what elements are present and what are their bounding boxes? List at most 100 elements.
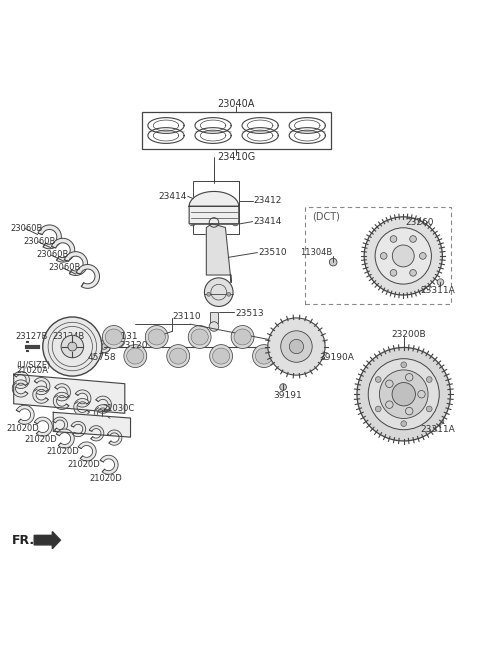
Ellipse shape [127,348,144,364]
Circle shape [98,340,110,353]
Text: 45758: 45758 [87,353,116,362]
Polygon shape [53,412,131,437]
Circle shape [401,362,407,368]
Polygon shape [100,455,118,474]
Circle shape [43,317,102,376]
Text: 23260: 23260 [406,218,434,227]
Bar [210,312,218,323]
Circle shape [357,347,450,441]
Circle shape [227,293,231,296]
Polygon shape [38,225,61,249]
Polygon shape [64,251,87,276]
Text: 23040A: 23040A [218,99,255,109]
Circle shape [68,342,77,351]
Circle shape [289,340,304,354]
Circle shape [368,358,439,430]
Text: 21030C: 21030C [102,404,134,413]
Polygon shape [76,264,99,289]
Ellipse shape [231,326,254,349]
Circle shape [102,343,109,351]
Ellipse shape [124,345,147,368]
Polygon shape [16,405,34,424]
Polygon shape [206,224,231,283]
Polygon shape [14,372,29,389]
Circle shape [390,270,397,276]
Text: 23060B: 23060B [11,224,43,232]
Text: 23120: 23120 [119,341,147,349]
Polygon shape [12,380,28,397]
Text: 11304B: 11304B [300,248,332,257]
Circle shape [280,384,287,390]
Circle shape [426,377,432,383]
Ellipse shape [213,348,230,364]
Text: 23060B: 23060B [48,263,81,272]
Circle shape [392,245,414,267]
Polygon shape [75,390,91,407]
Text: 39190A: 39190A [319,353,354,362]
Circle shape [437,279,444,285]
Polygon shape [55,384,71,401]
Polygon shape [71,421,86,437]
Text: 21020D: 21020D [6,424,39,432]
Circle shape [268,318,325,375]
Circle shape [101,343,107,349]
Polygon shape [56,429,74,448]
Polygon shape [33,386,48,404]
Text: 23060B: 23060B [36,251,69,259]
Circle shape [437,417,444,424]
Polygon shape [34,377,50,394]
Text: 23513: 23513 [235,309,264,317]
Polygon shape [78,442,96,461]
Ellipse shape [102,326,125,349]
Text: 23414: 23414 [158,192,187,201]
Circle shape [209,322,219,331]
Ellipse shape [255,348,273,364]
Polygon shape [189,191,239,224]
Polygon shape [53,392,69,409]
Text: 23412: 23412 [253,196,282,205]
Circle shape [204,278,233,306]
Text: 23311A: 23311A [420,286,456,295]
Ellipse shape [145,326,168,349]
Circle shape [401,421,407,426]
Text: 21020D: 21020D [68,460,101,470]
Circle shape [410,270,416,276]
Circle shape [207,293,211,296]
Text: 21020A: 21020A [16,366,48,375]
Circle shape [61,335,84,358]
Circle shape [364,217,443,295]
Ellipse shape [191,329,208,345]
Text: 23410G: 23410G [217,152,255,162]
Circle shape [380,370,428,419]
Text: 23124B: 23124B [52,332,84,340]
Ellipse shape [274,326,297,349]
Ellipse shape [148,329,165,345]
Ellipse shape [210,345,233,368]
Text: 23311A: 23311A [420,425,456,434]
Text: 21020D: 21020D [90,473,122,483]
Text: 23510: 23510 [258,248,287,257]
Polygon shape [34,532,60,549]
Text: 39191: 39191 [274,391,302,400]
Polygon shape [96,396,111,413]
Circle shape [426,406,432,412]
Text: (DCT): (DCT) [312,212,339,222]
Polygon shape [108,430,122,445]
Circle shape [375,228,432,284]
Polygon shape [14,374,125,413]
Ellipse shape [252,345,276,368]
Ellipse shape [234,329,251,345]
Circle shape [329,259,337,266]
Text: 23060B: 23060B [24,237,56,246]
Bar [305,207,451,304]
Text: 23127B: 23127B [15,332,48,340]
Polygon shape [51,238,75,262]
Circle shape [420,253,426,259]
Bar [192,181,239,234]
Ellipse shape [188,326,211,349]
Ellipse shape [169,348,187,364]
Circle shape [392,383,415,406]
Polygon shape [94,405,110,422]
Text: FR.: FR. [12,534,36,547]
Circle shape [380,253,387,259]
